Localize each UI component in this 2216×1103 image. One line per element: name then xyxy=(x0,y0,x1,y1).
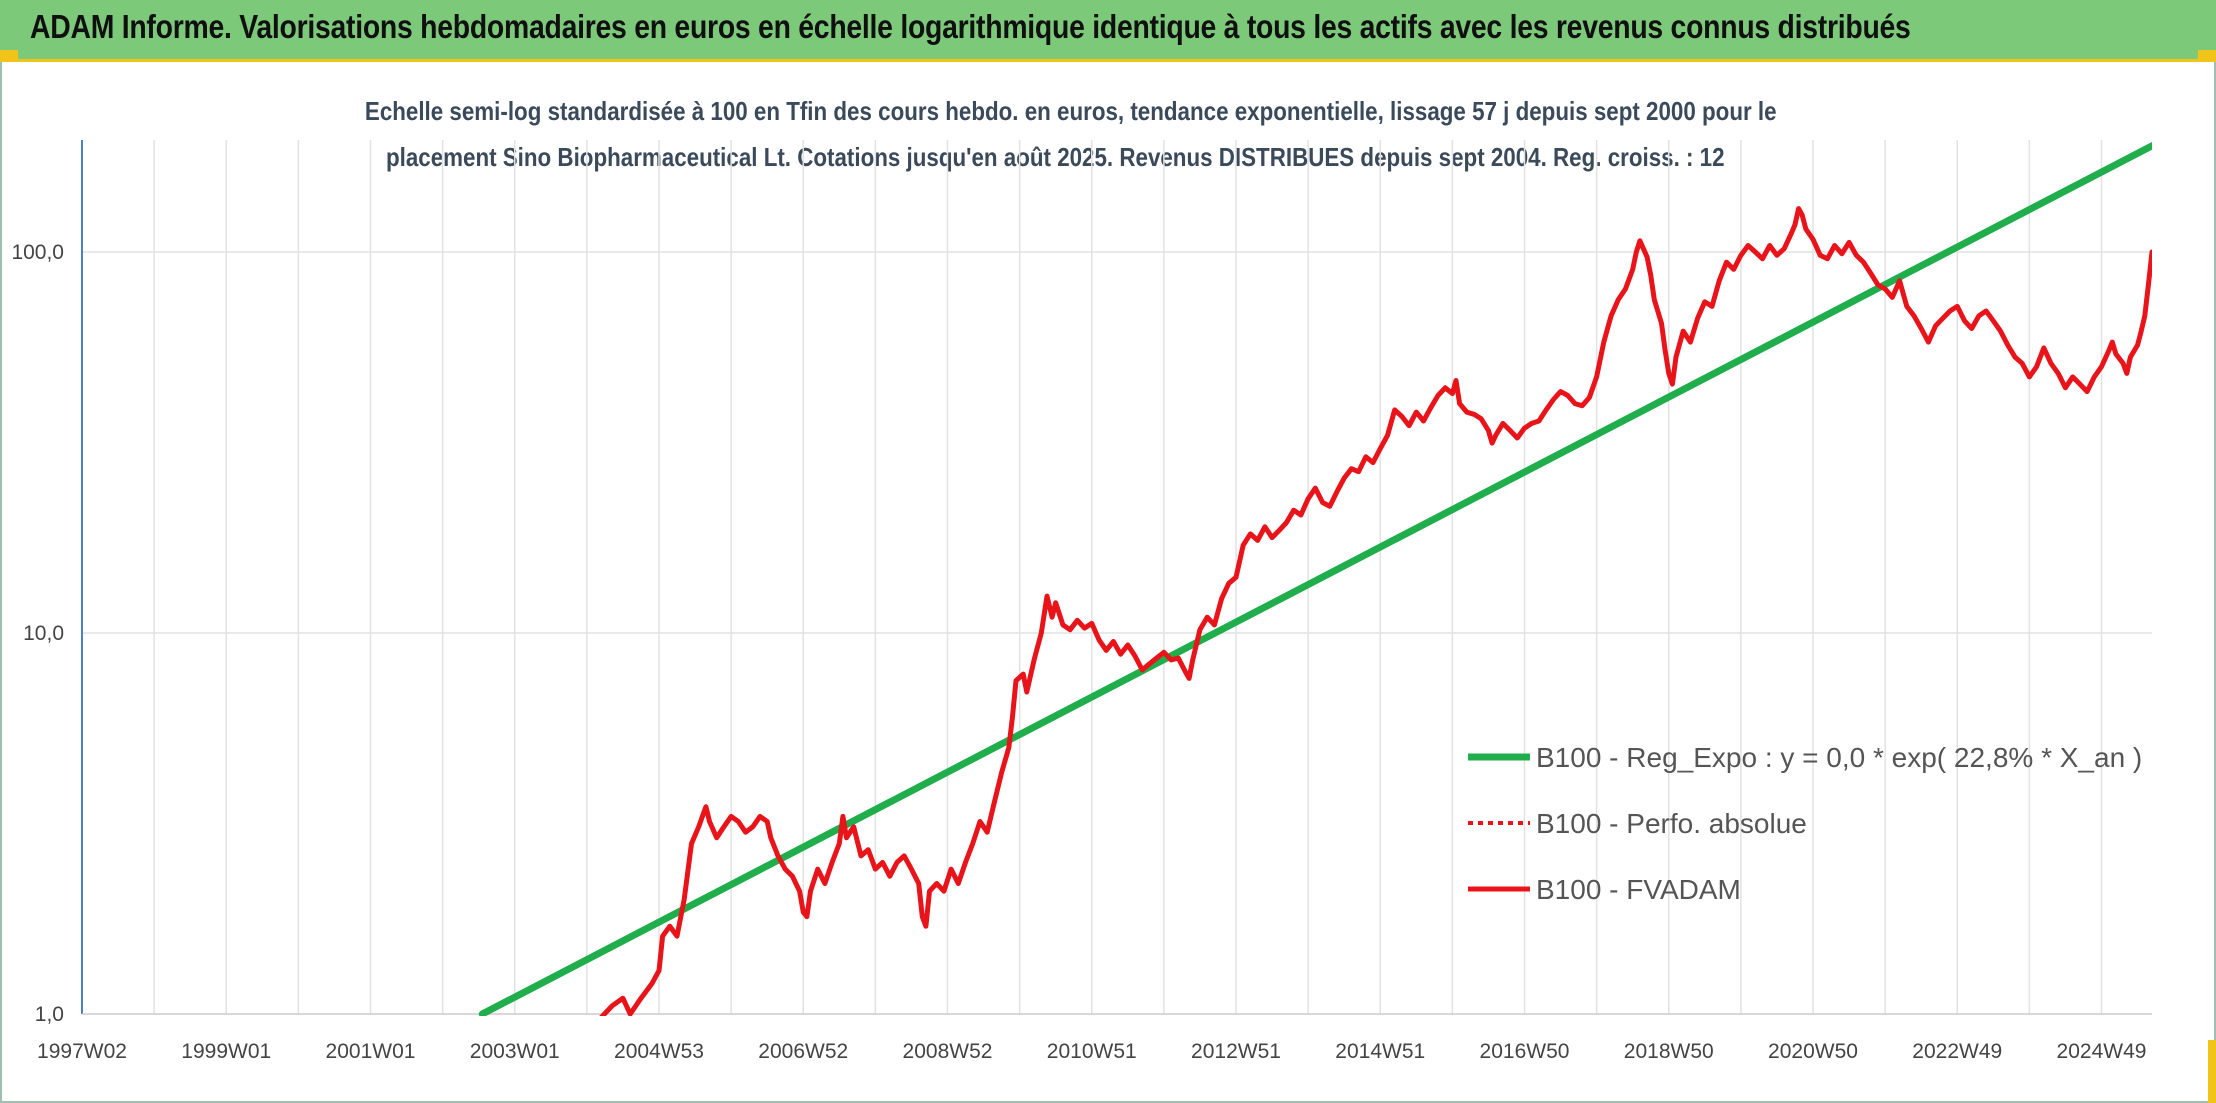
legend-label-regression: B100 - Reg_Expo : y = 0,0 * exp( 22,8% *… xyxy=(1536,742,2142,773)
y-tick-label: 100,0 xyxy=(11,241,64,264)
x-tick-label: 2010W51 xyxy=(1047,1040,1137,1063)
header-bar: ADAM Informe. Valorisations hebdomadaire… xyxy=(0,0,2216,62)
y-tick-labels: 1,0 10,0 100,0 xyxy=(11,241,64,1026)
x-tick-label: 2008W52 xyxy=(903,1040,993,1063)
horizontal-gridlines xyxy=(82,251,2152,1015)
x-tick-label: 2020W50 xyxy=(1768,1040,1858,1063)
corner-accent-bottom-right xyxy=(2208,1040,2216,1103)
x-tick-label: 1997W02 xyxy=(37,1040,127,1063)
x-tick-label: 2014W51 xyxy=(1335,1040,1425,1063)
x-tick-label: 2024W49 xyxy=(2057,1040,2147,1063)
chart-title-line-2: placement Sino Biopharmaceutical Lt. Cot… xyxy=(385,142,1725,172)
series-layer xyxy=(478,142,2152,1016)
x-tick-labels: 1997W02 1999W01 2001W01 2003W01 2004W53 2006W… xyxy=(37,1040,2146,1063)
corner-accent-left xyxy=(0,50,18,62)
x-tick-label: 2003W01 xyxy=(470,1040,560,1063)
x-tick-label: 1999W01 xyxy=(181,1040,271,1063)
chart-title-line-1: Echelle semi-log standardisée à 100 en T… xyxy=(364,96,1777,126)
y-tick-label: 1,0 xyxy=(35,1003,64,1026)
x-tick-label: 2001W01 xyxy=(326,1040,416,1063)
vertical-gridlines xyxy=(81,140,2103,1014)
chart-legend: B100 - Reg_Expo : y = 0,0 * exp( 22,8% *… xyxy=(1468,742,2142,905)
x-tick-label: 2022W49 xyxy=(1912,1040,2002,1063)
corner-accent-right xyxy=(2198,50,2216,62)
y-tick-label: 10,0 xyxy=(23,622,64,645)
x-tick-label: 2018W50 xyxy=(1624,1040,1714,1063)
series-line-regression xyxy=(478,142,2152,1016)
legend-label-fvadam: B100 - FVADAM xyxy=(1536,874,1741,905)
x-tick-label: 2012W51 xyxy=(1191,1040,1281,1063)
x-tick-label: 2016W50 xyxy=(1480,1040,1570,1063)
report-title: ADAM Informe. Valorisations hebdomadaire… xyxy=(30,8,1911,45)
x-tick-label: 2006W52 xyxy=(758,1040,848,1063)
series-line-fvadam xyxy=(599,206,2152,1016)
x-tick-label: 2004W53 xyxy=(614,1040,704,1063)
legend-label-perfo: B100 - Perfo. absolue xyxy=(1536,808,1807,839)
